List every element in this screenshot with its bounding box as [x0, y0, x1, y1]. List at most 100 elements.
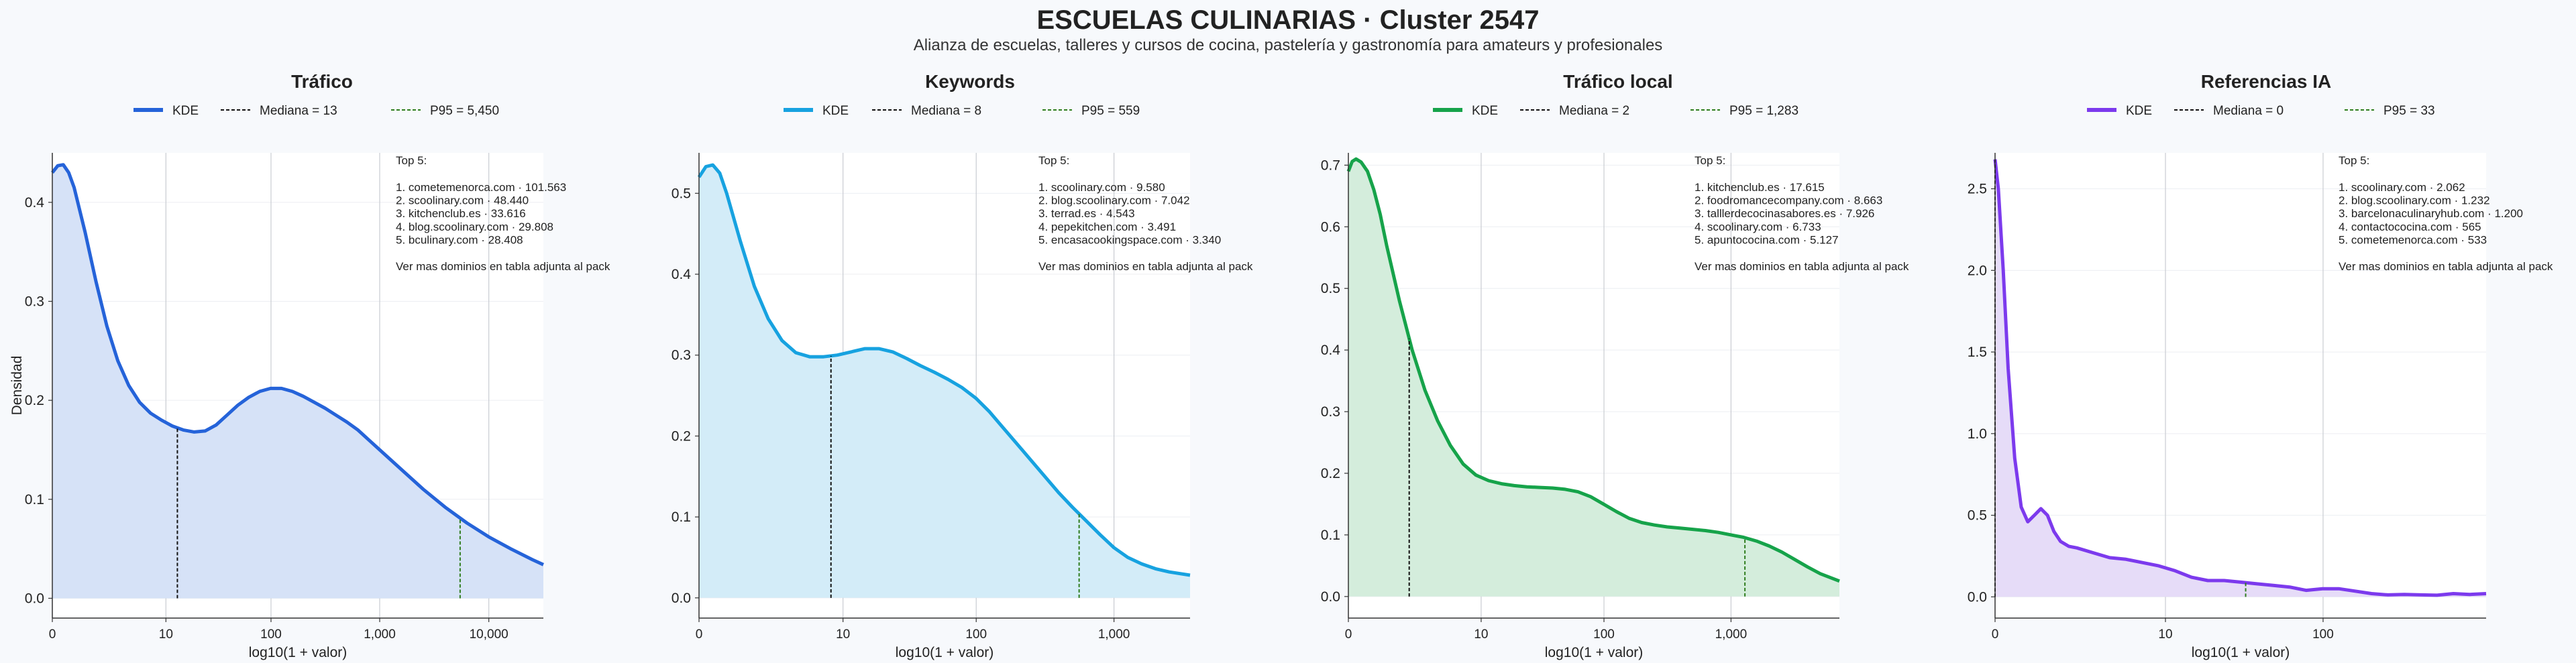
- legend-kde-label: KDE: [2126, 104, 2152, 118]
- annotation-footer: Ver mas dominios en tabla adjunta al pac…: [1038, 260, 1253, 273]
- legend-p95-label: P95 = 1,283: [1729, 104, 1799, 118]
- x-tick-label: 10: [159, 627, 173, 642]
- x-tick-label: 10: [836, 627, 850, 642]
- chart-svg: 0.0 0.1 0.2 0.3 0.4 0.5 0 10 100 1,000 log10(1 + v…: [672, 104, 1253, 660]
- y-tick-label: 0.5: [1968, 508, 1987, 524]
- legend-median-label: Mediana = 8: [911, 104, 981, 118]
- x-tick-label: 100: [260, 627, 282, 642]
- annotation-header: Top 5:: [396, 154, 427, 167]
- y-tick-label: 2.5: [1968, 182, 1987, 197]
- annotation-line: 2. blog.scoolinary.com · 7.042: [1038, 194, 1190, 207]
- annotation-line: 4. blog.scoolinary.com · 29.808: [396, 221, 553, 233]
- annotation-line: 5. apuntococina.com · 5.127: [1695, 233, 1839, 246]
- x-tick-label: 1,000: [1098, 627, 1130, 642]
- chart-panel: Tráfico 0.0 0.1 0.2 0.3 0.4 0 10 100 1,000 10,000 l…: [0, 0, 644, 663]
- kde-area: [52, 164, 543, 599]
- x-tick-label: 1,000: [1715, 627, 1748, 642]
- y-tick-label: 0.6: [1321, 219, 1340, 235]
- annotation-line: 2. blog.scoolinary.com · 1.232: [2339, 194, 2490, 207]
- x-tick-label: 100: [965, 627, 987, 642]
- plot-area: [1995, 153, 2486, 618]
- y-tick-label: 0.2: [672, 428, 691, 444]
- chart-panel: Keywords 0.0 0.1 0.2 0.3 0.4 0.5 0 10 100 1,000 log…: [648, 0, 1292, 663]
- y-tick-label: 0.0: [672, 591, 691, 606]
- annotation-line: 1. scoolinary.com · 9.580: [1038, 181, 1165, 194]
- chart-panel: Referencias IA 0.0 0.5 1.0 1.5 2.0 2.5 0 10 100 lo…: [1944, 0, 2576, 663]
- y-tick-label: 0.3: [25, 294, 44, 309]
- legend-kde-label: KDE: [172, 104, 199, 118]
- y-tick-label: 1.0: [1968, 426, 1987, 442]
- annotation-line: 2. foodromancecompany.com · 8.663: [1695, 194, 1882, 207]
- y-tick-label: 0.4: [672, 267, 692, 282]
- legend-p95-label: P95 = 33: [2383, 104, 2435, 118]
- annotation-line: 5. cometemenorca.com · 533: [2339, 233, 2487, 246]
- kde-line: [1346, 157, 1840, 583]
- legend-median-label: Mediana = 13: [260, 104, 337, 118]
- y-tick-label: 0.5: [672, 186, 691, 201]
- x-axis-label: log10(1 + valor): [2192, 645, 2290, 660]
- x-tick-label: 100: [2312, 627, 2334, 642]
- x-tick-label: 10: [1474, 627, 1488, 642]
- y-tick-label: 0.0: [1968, 589, 1987, 605]
- annotation-line: 4. scoolinary.com · 6.733: [1695, 221, 1821, 233]
- annotation-footer: Ver mas dominios en tabla adjunta al pac…: [1695, 260, 1909, 273]
- x-tick-label: 10: [2158, 627, 2172, 642]
- y-tick-label: 1.5: [1968, 345, 1987, 360]
- annotation-header: Top 5:: [1695, 154, 1725, 167]
- y-axis-label: Densidad: [9, 356, 25, 416]
- x-axis-label: log10(1 + valor): [1545, 645, 1644, 660]
- annotation-line: 1. kitchenclub.es · 17.615: [1695, 181, 1825, 194]
- y-tick-label: 0.2: [1321, 466, 1340, 481]
- panel-title: Tráfico: [291, 71, 353, 92]
- legend-kde-label: KDE: [1472, 104, 1498, 118]
- main-title: ESCUELAS CULINARIAS · Cluster 2547: [1036, 5, 1540, 35]
- kde-area: [1995, 159, 2486, 597]
- y-tick-label: 0.5: [1321, 281, 1340, 296]
- annotation-line: 4. pepekitchen.com · 3.491: [1038, 221, 1176, 233]
- annotation-header: Top 5:: [1038, 154, 1069, 167]
- subtitle: Alianza de escuelas, talleres y cursos d…: [913, 36, 1663, 54]
- x-tick-label: 100: [1593, 627, 1615, 642]
- y-tick-label: 0.7: [1321, 158, 1340, 173]
- y-tick-label: 0.0: [1321, 589, 1340, 605]
- annotation-line: 1. cometemenorca.com · 101.563: [396, 181, 566, 194]
- annotation-line: 2. scoolinary.com · 48.440: [396, 194, 529, 207]
- y-tick-label: 0.4: [25, 195, 45, 210]
- annotation-footer: Ver mas dominios en tabla adjunta al pac…: [2339, 260, 2553, 273]
- x-tick-label: 10,000: [470, 627, 508, 642]
- annotation-line: 5. encasacookingspace.com · 3.340: [1038, 233, 1221, 246]
- kde-line: [51, 163, 545, 566]
- panel-title: Tráfico local: [1563, 71, 1673, 92]
- kde-line: [697, 163, 1191, 577]
- y-tick-label: 0.1: [672, 509, 691, 525]
- annotation-line: 1. scoolinary.com · 2.062: [2339, 181, 2465, 194]
- kde-area: [699, 165, 1190, 598]
- legend-median-label: Mediana = 0: [2213, 104, 2284, 118]
- y-tick-label: 0.1: [25, 492, 44, 507]
- y-tick-label: 0.1: [1321, 528, 1340, 543]
- annotation-line: 3. kitchenclub.es · 33.616: [396, 207, 526, 220]
- y-tick-label: 2.0: [1968, 263, 1987, 278]
- y-tick-label: 0.2: [25, 393, 44, 408]
- kde-line: [1993, 159, 2487, 597]
- y-tick-label: 0.3: [672, 348, 691, 363]
- x-tick-label: 0: [49, 627, 56, 642]
- x-axis-label: log10(1 + valor): [249, 645, 347, 660]
- annotation-line: 3. barcelonaculinaryhub.com · 1.200: [2339, 207, 2523, 220]
- x-tick-label: 1,000: [364, 627, 396, 642]
- x-axis-label: log10(1 + valor): [896, 645, 994, 660]
- chart-svg: 0.0 0.1 0.2 0.3 0.4 0.5 0.6 0.7 0 10 100 1,000 log10…: [1321, 104, 1909, 660]
- chart-svg: 0.0 0.1 0.2 0.3 0.4 0 10 100 1,000 10,000 log10(1 …: [9, 104, 610, 660]
- x-tick-label: 0: [1345, 627, 1352, 642]
- legend-p95-label: P95 = 559: [1081, 104, 1140, 118]
- legend-kde-label: KDE: [822, 104, 849, 118]
- annotation-header: Top 5:: [2339, 154, 2369, 167]
- kde-area: [1348, 159, 1839, 597]
- annotation-line: 5. bculinary.com · 28.408: [396, 233, 523, 246]
- chart-panel: Tráfico local 0.0 0.1 0.2 0.3 0.4 0.5 0.6 0.7 0 10…: [1296, 0, 1940, 663]
- legend-median-label: Mediana = 2: [1559, 104, 1629, 118]
- legend-p95-label: P95 = 5,450: [430, 104, 499, 118]
- y-tick-label: 0.3: [1321, 404, 1340, 420]
- y-tick-label: 0.0: [25, 591, 44, 606]
- annotation-line: 3. terrad.es · 4.543: [1038, 207, 1135, 220]
